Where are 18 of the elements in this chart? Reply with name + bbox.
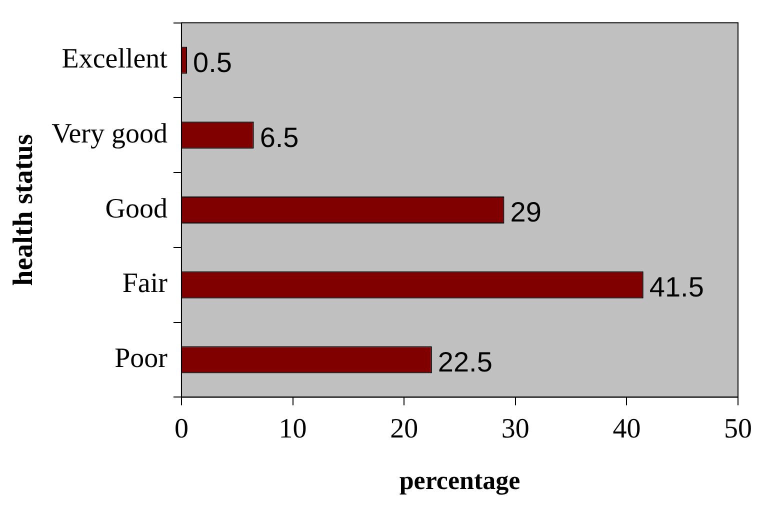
x-tick-label: 30 bbox=[501, 413, 530, 444]
y-tick-label: Good bbox=[105, 193, 168, 224]
y-axis-title: health status bbox=[8, 134, 40, 286]
x-tick-label: 50 bbox=[724, 413, 752, 444]
x-tick-label: 40 bbox=[612, 413, 641, 444]
y-tick-label: Poor bbox=[114, 343, 168, 374]
data-label: 29 bbox=[510, 196, 542, 228]
data-label: 6.5 bbox=[260, 122, 299, 153]
y-tick-label: Very good bbox=[52, 118, 168, 150]
y-tick-label: Excellent bbox=[62, 44, 168, 75]
data-label: 0.5 bbox=[193, 46, 232, 78]
data-label: 41.5 bbox=[649, 272, 704, 303]
x-tick-label: 10 bbox=[278, 413, 307, 444]
y-tick-label: Fair bbox=[122, 268, 168, 300]
x-tick-label: 20 bbox=[390, 413, 418, 444]
x-axis-title: percentage bbox=[399, 466, 520, 496]
x-tick-label: 0 bbox=[174, 413, 188, 444]
data-label: 22.5 bbox=[438, 346, 492, 378]
